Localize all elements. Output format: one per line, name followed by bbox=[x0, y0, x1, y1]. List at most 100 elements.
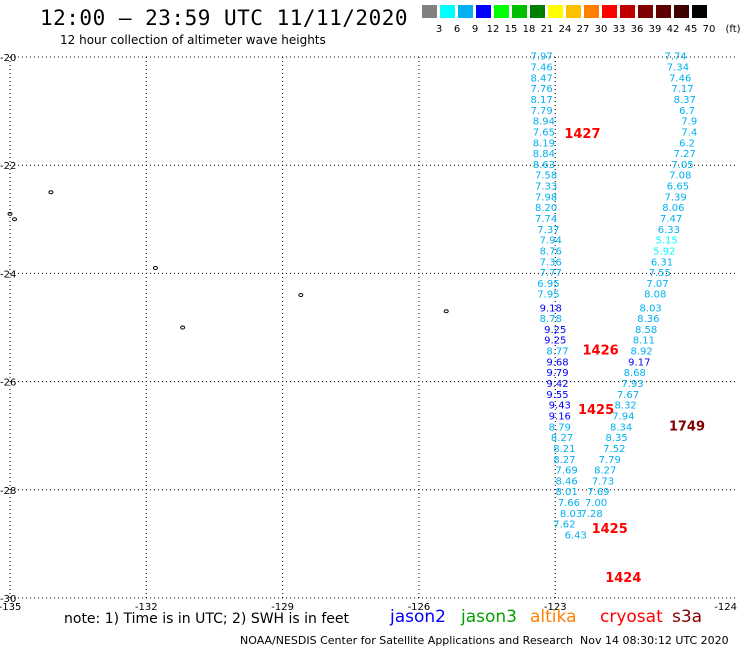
sat-cryosat: cryosat bbox=[600, 607, 663, 627]
wave-height-label: 7.95 bbox=[537, 290, 559, 301]
footer-timestamp: Nov 14 08:30:12 UTC 2020 bbox=[580, 634, 729, 647]
wave-height-label: 8.47 bbox=[530, 73, 552, 84]
wave-height-label: 8.17 bbox=[530, 95, 552, 106]
wave-height-label: 7.05 bbox=[671, 160, 693, 171]
wave-height-label: 7.79 bbox=[530, 106, 552, 117]
y-tick-label: -20 bbox=[0, 53, 16, 64]
wave-height-label: 8.68 bbox=[624, 368, 646, 379]
wave-height-label: 8.01 bbox=[555, 487, 577, 498]
wave-height-label: 9.55 bbox=[546, 390, 568, 401]
legend-swatch bbox=[512, 5, 527, 18]
wave-height-label: 7.66 bbox=[558, 498, 580, 509]
wave-height-label: 7.46 bbox=[530, 63, 552, 74]
wave-height-label: 8.27 bbox=[594, 466, 616, 477]
wave-height-label: 8.58 bbox=[635, 325, 657, 336]
wave-height-label: 7.73 bbox=[592, 476, 614, 487]
wave-height-label: 8.77 bbox=[546, 347, 568, 358]
sat-jason2: jason2 bbox=[390, 607, 446, 627]
wave-height-label: 7.47 bbox=[660, 214, 682, 225]
island-outline bbox=[152, 265, 158, 270]
wave-height-label: 7.17 bbox=[671, 84, 693, 95]
pass-time-label: 1425 bbox=[578, 403, 614, 418]
pass-time-label: 1427 bbox=[564, 127, 600, 142]
x-tick-label: -132 bbox=[135, 602, 158, 613]
y-tick-label: -28 bbox=[0, 486, 16, 497]
x-tick-label: -124 bbox=[714, 602, 737, 613]
wave-height-label: 8.06 bbox=[662, 203, 684, 214]
wave-height-label: 7.69 bbox=[587, 487, 609, 498]
wave-height-label: 7.55 bbox=[649, 268, 671, 279]
wave-height-label: 7.74 bbox=[665, 52, 687, 63]
footer-agency: NOAA/NESDIS Center for Satellite Applica… bbox=[240, 634, 574, 647]
wave-height-label: 8.27 bbox=[553, 455, 575, 466]
island-outline bbox=[48, 190, 54, 195]
wave-height-label: 7.69 bbox=[555, 466, 577, 477]
legend-label: 24 bbox=[558, 24, 572, 35]
wave-height-label: 8.79 bbox=[549, 422, 571, 433]
legend-swatch bbox=[476, 5, 491, 18]
wave-height-label: 7.97 bbox=[530, 52, 552, 63]
island-outline bbox=[298, 293, 304, 298]
legend-swatch bbox=[530, 5, 545, 18]
wave-height-label: 7.58 bbox=[535, 171, 557, 182]
wave-height-label: 7.94 bbox=[540, 236, 562, 247]
sat-altika: altika bbox=[530, 607, 577, 627]
wave-height-label: 7.39 bbox=[665, 192, 687, 203]
wave-height-label: 8.94 bbox=[533, 117, 555, 128]
wave-height-label: 6.95 bbox=[537, 279, 559, 290]
wave-height-label: 7.9 bbox=[681, 117, 697, 128]
wave-height-label: 8.32 bbox=[615, 401, 637, 412]
legend-swatch bbox=[656, 5, 671, 18]
wave-height-label: 6.33 bbox=[658, 225, 680, 236]
wave-height-label: 6.65 bbox=[667, 182, 689, 193]
legend-label: 42 bbox=[666, 24, 680, 35]
wave-height-label: 8.03 bbox=[560, 509, 582, 520]
legend-swatch bbox=[422, 5, 437, 18]
wave-height-label: 7.00 bbox=[585, 498, 607, 509]
legend-label: 6 bbox=[453, 24, 461, 35]
legend-label: 30 bbox=[594, 24, 608, 35]
chart-subtitle: 12 hour collection of altimeter wave hei… bbox=[60, 33, 326, 47]
wave-height-label: 8.08 bbox=[644, 290, 666, 301]
wave-height-label: 7.07 bbox=[646, 279, 668, 290]
legend-swatch bbox=[674, 5, 689, 18]
wave-height-label: 8.36 bbox=[637, 314, 659, 325]
x-tick-label: -123 bbox=[544, 602, 567, 613]
color-legend: 3 6 9 12 15 18 21 24 27 30 33 36 39 42 45 70 (ft) bbox=[422, 5, 740, 37]
y-tick-label: -24 bbox=[0, 269, 16, 280]
legend-swatch bbox=[584, 5, 599, 18]
sat-jason3: jason3 bbox=[461, 607, 517, 627]
wave-height-label: 7.37 bbox=[537, 225, 559, 236]
legend-label: 21 bbox=[540, 24, 554, 35]
legend-swatch bbox=[458, 5, 473, 18]
x-tick-label: -135 bbox=[0, 602, 21, 613]
wave-height-label: 8.20 bbox=[535, 203, 557, 214]
legend-label: 3 bbox=[435, 24, 443, 35]
wave-height-label: 7.33 bbox=[535, 182, 557, 193]
island-outline bbox=[180, 325, 186, 330]
wave-height-label: 8.46 bbox=[555, 476, 577, 487]
wave-height-label: 9.68 bbox=[546, 357, 568, 368]
wave-height-label: 7.94 bbox=[612, 411, 634, 422]
wave-height-label: 7.62 bbox=[553, 520, 575, 531]
legend-label: 33 bbox=[612, 24, 626, 35]
wave-height-label: 9.25 bbox=[544, 325, 566, 336]
wave-height-label: 6.7 bbox=[679, 106, 695, 117]
wave-height-label: 6.2 bbox=[679, 138, 695, 149]
wave-height-label: 9.16 bbox=[549, 411, 571, 422]
legend-label: 39 bbox=[648, 24, 662, 35]
wave-height-label: 8.78 bbox=[540, 314, 562, 325]
wave-height-label: 8.21 bbox=[553, 444, 575, 455]
note-text: note: 1) Time is in UTC; 2) SWH is in fe… bbox=[64, 611, 350, 627]
wave-height-label: 8.03 bbox=[640, 303, 662, 314]
wave-height-label: 7.08 bbox=[669, 171, 691, 182]
pass-time-label: 1749 bbox=[669, 419, 705, 434]
wave-height-label: 6.43 bbox=[565, 530, 587, 541]
wave-height-label: 7.93 bbox=[621, 379, 643, 390]
wave-height-label: 9.79 bbox=[546, 368, 568, 379]
pass-time-label: 1424 bbox=[605, 571, 641, 586]
wave-height-label: 7.27 bbox=[674, 149, 696, 160]
legend-swatch bbox=[602, 5, 617, 18]
legend-swatch bbox=[440, 5, 455, 18]
wave-height-label: 8.84 bbox=[533, 149, 555, 160]
